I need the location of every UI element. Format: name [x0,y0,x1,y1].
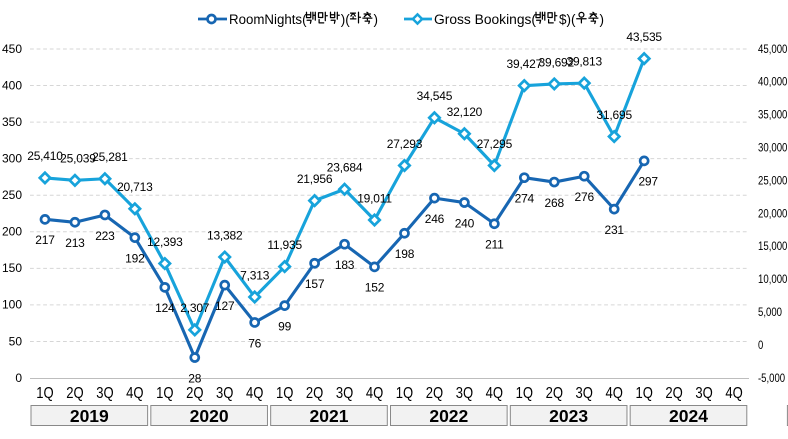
svg-text:39,813: 39,813 [566,54,602,68]
svg-text:250: 250 [2,188,22,202]
svg-text:31,695: 31,695 [596,108,632,122]
svg-text:3Q: 3Q [216,385,233,402]
svg-text:152: 152 [365,281,385,295]
svg-text:350: 350 [2,115,22,129]
svg-text:3Q: 3Q [456,385,473,402]
svg-text:4Q: 4Q [486,385,503,402]
svg-text:3Q: 3Q [576,385,593,402]
svg-text:4Q: 4Q [366,385,383,402]
svg-text:)(: )( [341,12,350,27]
svg-text:20,713: 20,713 [117,180,153,194]
svg-text:150: 150 [2,261,22,275]
svg-text:4Q: 4Q [126,385,143,402]
svg-text:246: 246 [425,212,445,226]
svg-text:157: 157 [305,277,325,291]
svg-text:240: 240 [455,216,475,230]
svg-text:76: 76 [248,336,261,350]
svg-text:0: 0 [758,338,764,352]
svg-text:20,000: 20,000 [758,206,788,220]
svg-text:124: 124 [155,301,175,315]
svg-text:15,000: 15,000 [758,239,788,253]
svg-text:13,382: 13,382 [207,228,243,242]
svg-text:2019: 2019 [70,406,109,426]
svg-text:400: 400 [2,78,22,92]
svg-text:297: 297 [638,175,658,189]
svg-text:231: 231 [604,223,624,237]
svg-text:25,410: 25,410 [27,149,63,163]
svg-text:12,393: 12,393 [147,235,183,249]
svg-text:40,000: 40,000 [758,75,788,89]
svg-text:10,000: 10,000 [758,272,788,286]
svg-text:276: 276 [575,190,595,204]
svg-text:32,120: 32,120 [447,105,483,119]
svg-text:2Q: 2Q [665,385,682,402]
svg-text:1Q: 1Q [635,385,652,402]
svg-text:25,281: 25,281 [92,150,128,164]
svg-text:2021: 2021 [310,406,349,426]
svg-text:30,000: 30,000 [758,141,788,155]
svg-text:$)(: $)( [559,12,576,27]
svg-text:1Q: 1Q [276,385,293,402]
svg-text:2Q: 2Q [66,385,83,402]
svg-text:23,684: 23,684 [327,161,363,175]
svg-text:39,427: 39,427 [507,57,543,71]
svg-text:274: 274 [515,192,535,206]
svg-text:300: 300 [2,151,22,165]
svg-text:2Q: 2Q [426,385,443,402]
svg-text:39,692: 39,692 [539,55,575,69]
svg-text:35,000: 35,000 [758,108,788,122]
svg-text:127: 127 [215,299,235,313]
svg-text:25,039: 25,039 [60,152,96,166]
svg-text:1Q: 1Q [36,385,53,402]
svg-text:3Q: 3Q [96,385,113,402]
svg-text:192: 192 [125,251,145,265]
svg-text:2Q: 2Q [306,385,323,402]
svg-text:43,535: 43,535 [626,30,662,44]
svg-text:217: 217 [35,233,55,247]
svg-text:2Q: 2Q [186,385,203,402]
svg-text:): ) [600,12,605,27]
svg-text:19,011: 19,011 [357,191,392,205]
svg-text:): ) [374,12,379,27]
svg-text:2,307: 2,307 [180,301,210,315]
svg-text:450: 450 [2,42,22,56]
svg-text:1Q: 1Q [516,385,533,402]
svg-text:27,293: 27,293 [387,137,423,151]
svg-text:45,000: 45,000 [758,42,788,56]
svg-text:4Q: 4Q [246,385,263,402]
svg-text:25,000: 25,000 [758,173,788,187]
svg-text:34,545: 34,545 [417,89,453,103]
svg-text:2024: 2024 [669,406,708,426]
svg-text:2023: 2023 [549,406,588,426]
svg-text:100: 100 [2,298,22,312]
svg-text:183: 183 [335,258,355,272]
svg-text:11,935: 11,935 [267,238,302,252]
svg-text:28: 28 [188,371,201,385]
svg-text:Gross Bookings(: Gross Bookings( [434,12,537,27]
svg-text:2Q: 2Q [546,385,563,402]
svg-text:2022: 2022 [429,406,468,426]
svg-text:223: 223 [95,229,115,243]
svg-text:4Q: 4Q [605,385,622,402]
svg-text:3Q: 3Q [695,385,712,402]
svg-text:RoomNights(: RoomNights( [229,12,307,27]
svg-text:27,295: 27,295 [477,137,513,151]
svg-text:198: 198 [395,247,415,261]
svg-text:1Q: 1Q [156,385,173,402]
svg-text:200: 200 [2,225,22,239]
svg-text:4Q: 4Q [725,385,742,402]
svg-text:5,000: 5,000 [758,305,782,319]
svg-text:-5,000: -5,000 [758,371,785,385]
svg-text:99: 99 [278,319,291,333]
svg-text:213: 213 [65,236,85,250]
svg-text:1Q: 1Q [396,385,413,402]
svg-text:211: 211 [485,238,504,252]
svg-text:3Q: 3Q [336,385,353,402]
svg-text:7,313: 7,313 [240,268,270,282]
svg-text:0: 0 [15,371,22,385]
svg-text:21,956: 21,956 [297,172,333,186]
svg-text:50: 50 [9,334,23,348]
svg-text:2020: 2020 [190,406,229,426]
svg-text:268: 268 [545,196,565,210]
